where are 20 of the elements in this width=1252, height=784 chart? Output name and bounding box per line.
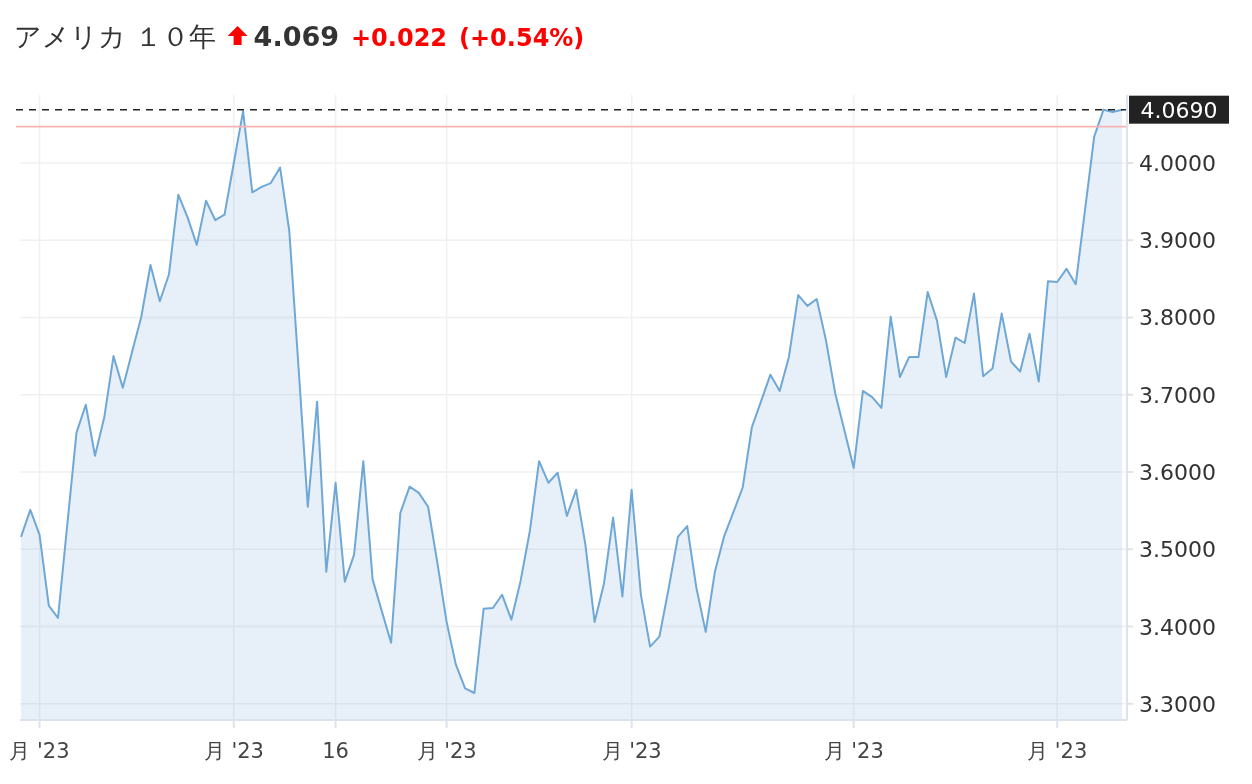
y-tick-label: 3.8000 [1139, 305, 1216, 331]
y-tick-label: 3.4000 [1139, 614, 1216, 640]
x-tick-label: 月 '23 [601, 739, 662, 763]
x-tick-label: 月 '23 [203, 739, 264, 763]
text: 4.069 [253, 21, 339, 52]
y-tick-label: 3.3000 [1139, 691, 1216, 717]
text: +0.022 [351, 24, 448, 52]
y-tick-label: 3.6000 [1139, 460, 1216, 486]
text: (+0.54%) [459, 24, 585, 52]
ref-line-label: 4.0690 [1140, 97, 1218, 123]
x-tick-label: 16 [322, 739, 349, 763]
x-tick-label: 月 '23 [823, 739, 884, 763]
y-tick-label: 3.5000 [1139, 537, 1216, 563]
y-tick-label: 4.0000 [1139, 150, 1216, 176]
x-tick-label: 月 '23 [1027, 739, 1088, 763]
x-tick-label: 月 '23 [9, 739, 70, 763]
y-tick-label: 3.7000 [1139, 382, 1216, 408]
y-tick-label: 3.9000 [1139, 228, 1216, 254]
chart-title: アメリカ １０年 [14, 21, 216, 52]
x-tick-label: 月 '23 [416, 739, 477, 763]
